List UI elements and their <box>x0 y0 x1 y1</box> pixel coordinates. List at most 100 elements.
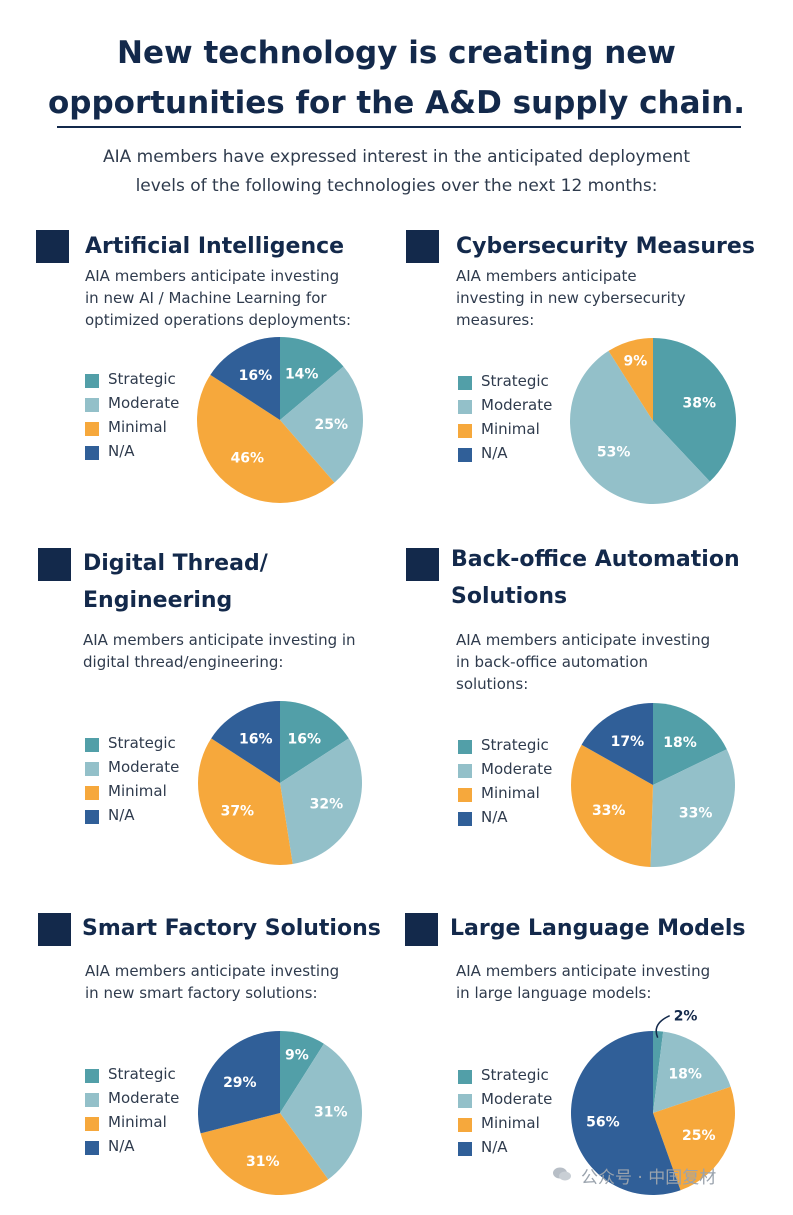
section-marker <box>38 548 71 581</box>
data-label: 31% <box>246 1154 280 1170</box>
legend-swatch <box>458 376 472 390</box>
legend-swatch <box>458 788 472 802</box>
legend-swatch <box>458 812 472 826</box>
legend-item: Minimal <box>85 781 205 805</box>
legend-swatch <box>85 446 99 460</box>
data-label: 14% <box>285 366 319 382</box>
legend-label: Moderate <box>481 760 553 778</box>
chart-title-line: Artificial Intelligence <box>85 234 345 259</box>
chart-title: Artificial Intelligence <box>85 228 344 265</box>
legend-swatch <box>85 1117 99 1131</box>
legend-swatch <box>85 422 99 436</box>
legend-label: Minimal <box>108 1113 167 1131</box>
pie-slice-strategic <box>653 1031 664 1113</box>
legend-swatch <box>458 424 472 438</box>
pie-slice-minimal <box>653 1086 735 1191</box>
legend-swatch <box>85 762 99 776</box>
pie-chart: 38% 53% 9% <box>570 338 736 505</box>
legend-label: Strategic <box>108 1065 176 1083</box>
watermark-text: 公众号 · 中国复材 <box>581 1168 717 1188</box>
chart-description-line: investing in new cybersecurity <box>456 289 686 307</box>
watermark: 公众号 · 中国复材 <box>553 1163 716 1188</box>
pie-chart: 14% 25% 46% 16% <box>197 337 363 503</box>
pie-slice-minimal <box>571 744 653 867</box>
title-divider <box>57 126 741 128</box>
pie-chart: 9% 31% 31% 29% <box>198 1031 362 1195</box>
legend-swatch <box>458 400 472 414</box>
data-label: 9% <box>624 353 648 369</box>
legend-item: Minimal <box>458 1113 578 1137</box>
data-label: 18% <box>663 735 697 751</box>
legend-swatch <box>85 1093 99 1107</box>
legend-label: Moderate <box>108 394 180 412</box>
legend-label: Strategic <box>481 372 549 390</box>
data-label: 46% <box>231 451 265 467</box>
pie-slice-strategic <box>653 338 736 482</box>
chart-title: Back-office Automation Solutions <box>451 541 740 615</box>
chart-legend: Strategic Moderate Minimal N/A <box>458 735 578 831</box>
chart-legend: Strategic Moderate Minimal N/A <box>458 371 578 467</box>
page-subtitle-line-2: levels of the following technologies ove… <box>135 176 658 196</box>
legend-item: Strategic <box>85 733 205 757</box>
chart-legend: Strategic Moderate Minimal N/A <box>85 733 205 829</box>
legend-swatch <box>85 1141 99 1155</box>
page-title-line-1: New technology is creating new <box>117 35 676 71</box>
chart-description-line: measures: <box>456 311 535 329</box>
chart-description: AIA members anticipate investing in large… <box>456 960 710 1004</box>
chart-description: AIA members anticipate investing in digit… <box>83 629 356 673</box>
data-label: 38% <box>683 396 717 412</box>
pie-slice-minimal <box>198 738 293 865</box>
legend-label: N/A <box>108 806 135 824</box>
legend-swatch <box>85 398 99 412</box>
chart-legend: Strategic Moderate Minimal N/A <box>85 1064 205 1160</box>
legend-swatch <box>458 1142 472 1156</box>
chart-description-line: AIA members anticipate investing <box>456 631 711 649</box>
legend-item: Moderate <box>85 757 205 781</box>
section-marker <box>36 230 69 263</box>
legend-label: N/A <box>108 1137 135 1155</box>
pie-slice-moderate <box>653 1031 731 1113</box>
data-label: 56% <box>586 1115 620 1131</box>
chart-title-line: Digital Thread/ <box>83 551 268 576</box>
legend-item: Strategic <box>458 1065 578 1089</box>
data-label: 16% <box>288 731 322 747</box>
data-label: 25% <box>315 417 349 433</box>
chart-title: Cybersecurity Measures <box>456 228 755 265</box>
legend-label: Strategic <box>481 1066 549 1084</box>
chart-description-line: AIA members anticipate <box>456 267 637 285</box>
page-subtitle: AIA members have expressed interest in t… <box>60 143 733 201</box>
page-title: New technology is creating new opportuni… <box>0 28 793 128</box>
legend-label: Moderate <box>481 1090 553 1108</box>
pie-slice-moderate <box>280 738 362 865</box>
pie-slice-minimal <box>200 1113 329 1195</box>
data-label: 25% <box>682 1128 716 1144</box>
legend-item: N/A <box>458 1137 578 1161</box>
data-label: 37% <box>221 804 255 820</box>
data-label: 9% <box>285 1048 309 1064</box>
chart-title-line: Large Language Models <box>450 916 746 941</box>
legend-label: Strategic <box>108 370 176 388</box>
chart-description-line: in back-office automation <box>456 653 648 671</box>
pie-slice-strategic <box>280 701 349 783</box>
legend-label: Moderate <box>481 396 553 414</box>
chart-title: Large Language Models <box>450 910 745 947</box>
callout-line <box>655 1015 670 1039</box>
chart-description-line: in new smart factory solutions: <box>85 984 318 1002</box>
chart-title-line: Cybersecurity Measures <box>456 234 755 259</box>
data-label: 16% <box>239 731 273 747</box>
pie-chart: 18% 33% 33% 17% <box>571 703 735 867</box>
legend-item: N/A <box>458 807 578 831</box>
legend-label: N/A <box>481 808 508 826</box>
legend-item: N/A <box>85 805 205 829</box>
legend-item: Strategic <box>85 369 205 393</box>
pie-slice-strategic <box>280 1031 324 1113</box>
chart-description-line: AIA members anticipate investing <box>85 267 340 285</box>
chart-description-line: solutions: <box>456 675 529 693</box>
pie-slice-minimal <box>608 338 653 421</box>
chart-legend: Strategic Moderate Minimal N/A <box>458 1065 578 1161</box>
chart-description-line: in new AI / Machine Learning for <box>85 289 327 307</box>
legend-label: Minimal <box>481 420 540 438</box>
data-label: 32% <box>310 797 344 813</box>
legend-label: N/A <box>481 444 508 462</box>
legend-swatch <box>458 1070 472 1084</box>
